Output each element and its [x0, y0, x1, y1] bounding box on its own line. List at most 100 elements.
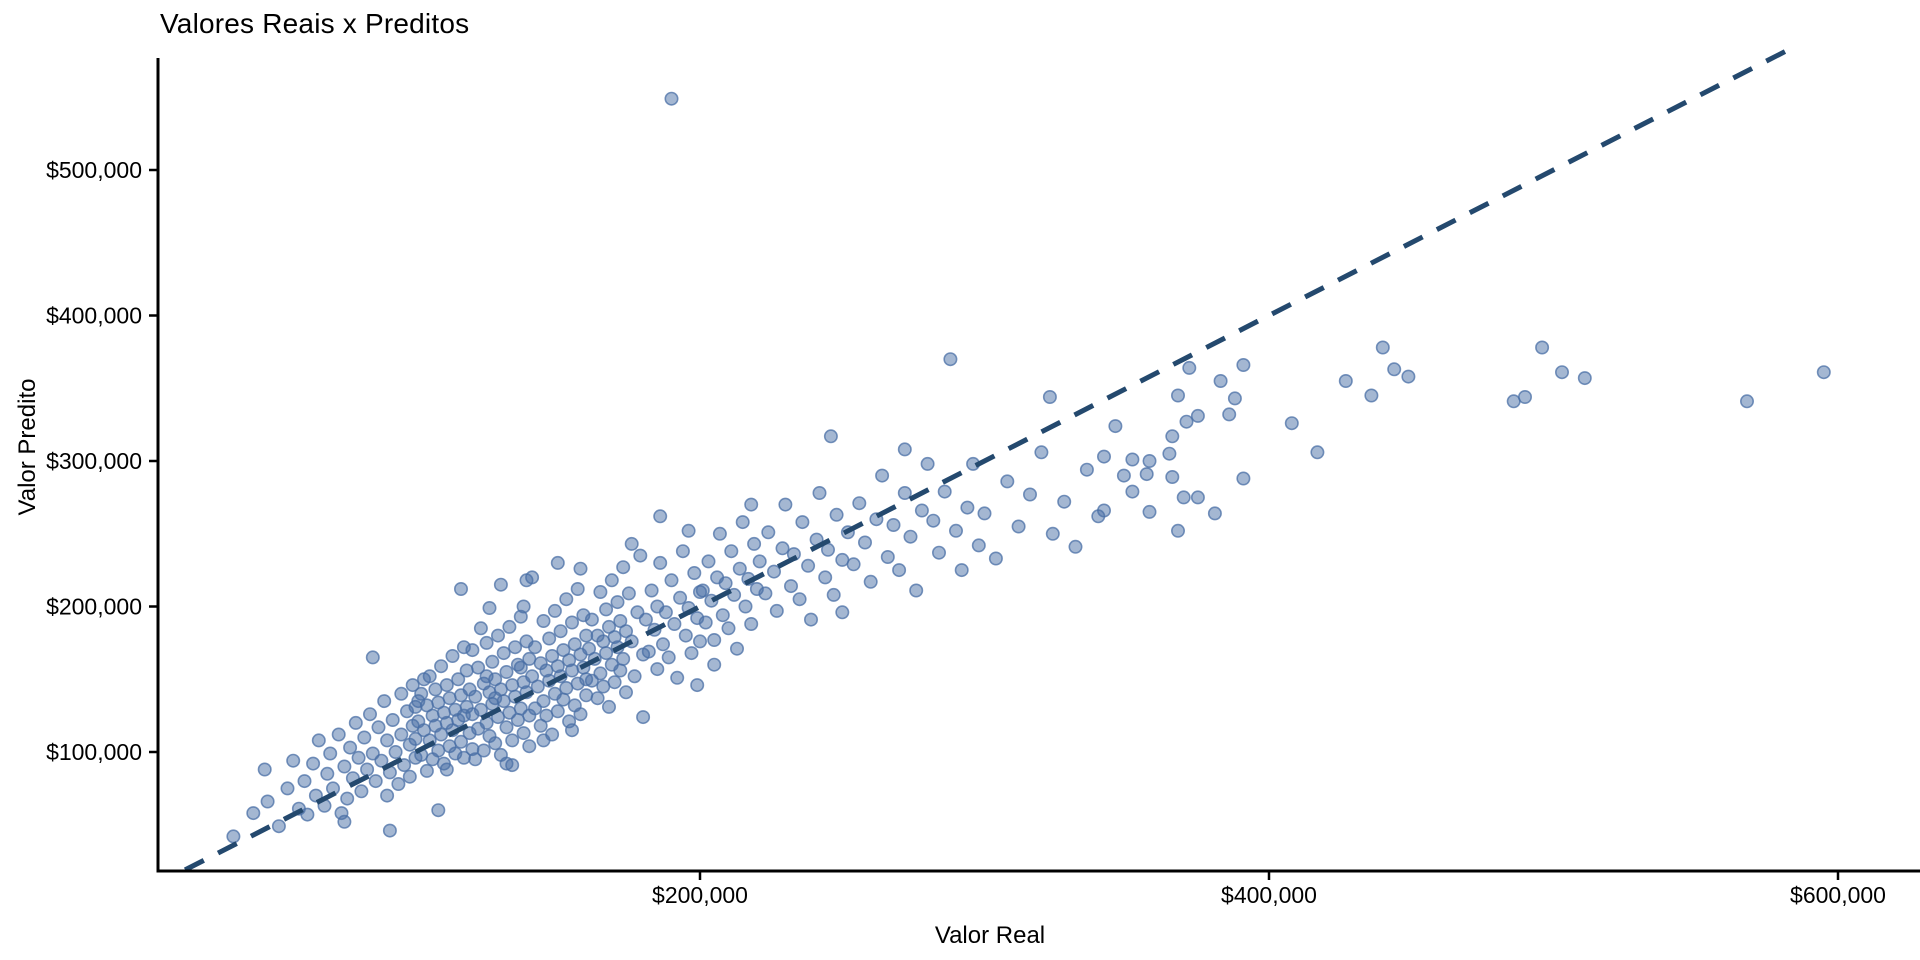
data-point [428, 682, 443, 697]
chart-title: Valores Reais x Preditos [160, 8, 470, 39]
data-point [835, 605, 850, 620]
data-point [593, 584, 608, 599]
data-point [465, 643, 480, 658]
data-point [715, 608, 730, 623]
x-axis-title: Valor Real [934, 922, 1046, 949]
data-point [439, 762, 454, 777]
data-point [468, 752, 483, 767]
data-point [960, 500, 975, 515]
data-point [530, 679, 545, 694]
identity-line [183, 46, 1791, 873]
data-point [394, 686, 409, 701]
data-point [1284, 416, 1299, 431]
data-point [599, 646, 614, 661]
data-point [1401, 369, 1416, 384]
data-point [667, 616, 682, 631]
y-tick-label: $100,000 [46, 739, 142, 765]
data-point [601, 699, 616, 714]
data-point [311, 733, 326, 748]
data-point [897, 485, 912, 500]
data-point [707, 657, 722, 672]
data-point [744, 497, 759, 512]
data-point [698, 615, 713, 630]
data-point [584, 612, 599, 627]
data-point [1555, 365, 1570, 380]
data-point [593, 666, 608, 681]
data-point [812, 485, 827, 500]
data-point [1000, 474, 1015, 489]
data-point [718, 576, 733, 591]
data-point [522, 739, 537, 754]
data-point [414, 686, 429, 701]
data-point [385, 712, 400, 727]
data-point [362, 707, 377, 722]
data-point [948, 523, 963, 538]
data-point [343, 740, 358, 755]
data-point [496, 694, 511, 709]
data-point [479, 635, 494, 650]
data-point [769, 603, 784, 618]
data-point [476, 743, 491, 758]
data-point [453, 734, 468, 749]
data-point [257, 762, 272, 777]
data-point [1740, 394, 1755, 409]
data-point [897, 442, 912, 457]
data-point [306, 756, 321, 771]
data-point [408, 731, 423, 746]
data-point [729, 641, 744, 656]
data-point [801, 558, 816, 573]
data-point [681, 523, 696, 538]
y-tick-label: $500,000 [46, 157, 142, 183]
x-tick-label: $400,000 [1221, 882, 1317, 908]
data-point [943, 352, 958, 367]
data-point [527, 640, 542, 655]
data-point [556, 692, 571, 707]
data-point [670, 670, 685, 685]
data-point [1165, 469, 1180, 484]
data-point [271, 819, 286, 834]
x-tick-label: $200,000 [652, 882, 748, 908]
axes: $100,000 $200,000 $300,000 $400,000 $500,000… [46, 58, 1920, 908]
data-point [1179, 414, 1194, 429]
data-point [613, 663, 628, 678]
data-point [1034, 445, 1049, 460]
data-point [792, 592, 807, 607]
data-point [402, 769, 417, 784]
data-point [1116, 468, 1131, 483]
data-point [391, 776, 406, 791]
data-point [337, 759, 352, 774]
data-point [766, 564, 781, 579]
data-point [1139, 467, 1154, 482]
data-point [829, 507, 844, 522]
data-point [1042, 389, 1057, 404]
data-point [1011, 519, 1026, 534]
data-point [1068, 539, 1083, 554]
data-point [1097, 503, 1112, 518]
data-point [348, 715, 363, 730]
data-point [977, 506, 992, 521]
data-point [712, 526, 727, 541]
data-point [644, 583, 659, 598]
data-point [431, 803, 446, 818]
data-point [724, 544, 739, 559]
data-point [573, 707, 588, 722]
data-point [1142, 504, 1157, 519]
data-point [863, 574, 878, 589]
data-point [1079, 462, 1094, 477]
data-point [439, 678, 454, 693]
data-point [323, 746, 338, 761]
data-point [286, 753, 301, 768]
data-point [684, 646, 699, 661]
data-point [516, 726, 531, 741]
data-point [508, 640, 523, 655]
data-point [499, 720, 514, 735]
data-point [473, 621, 488, 636]
data-point [607, 675, 622, 690]
data-point [1182, 360, 1197, 375]
data-point [1310, 445, 1325, 460]
data-point [687, 565, 702, 580]
data-point [661, 650, 676, 665]
data-point [505, 678, 520, 693]
